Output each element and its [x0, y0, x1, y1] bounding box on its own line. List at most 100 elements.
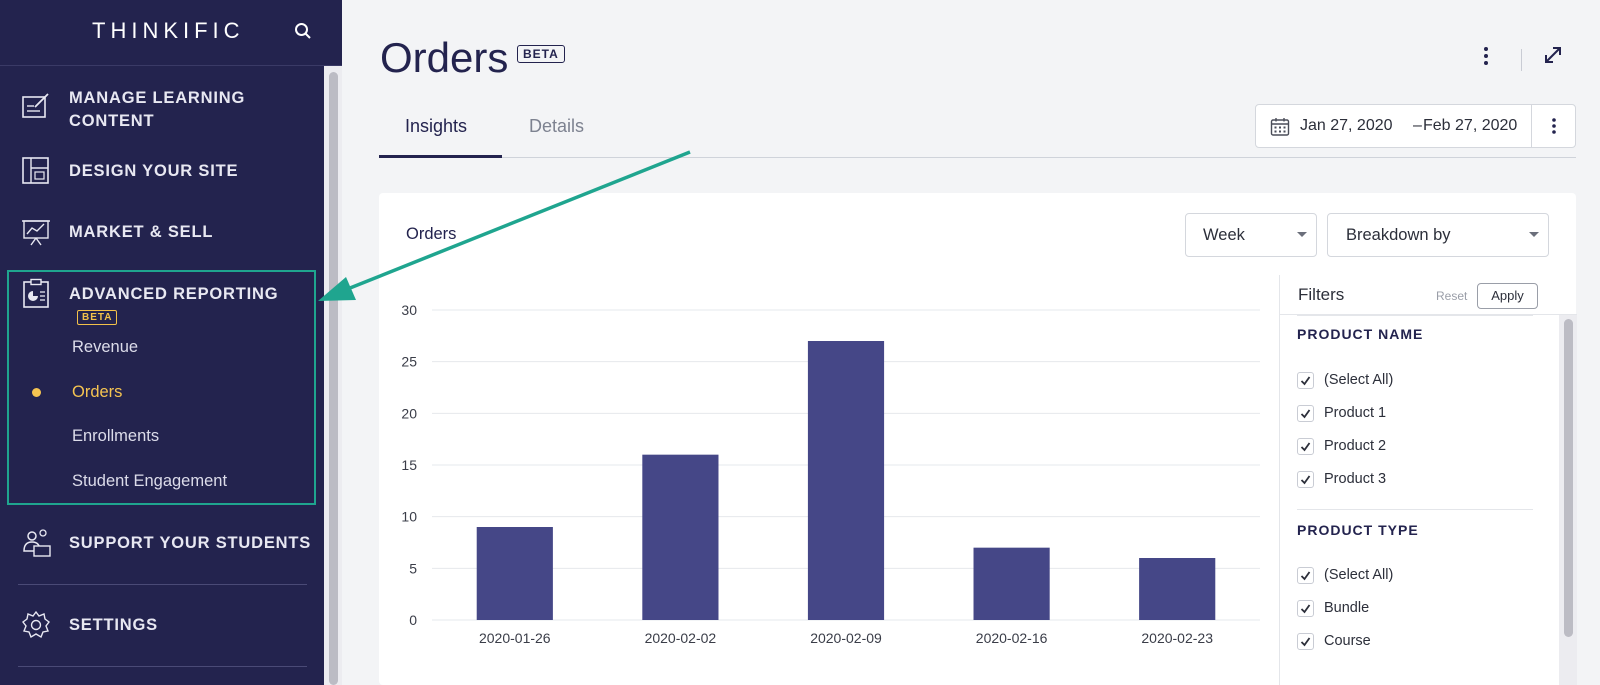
filters-scrollbar-thumb[interactable] — [1564, 319, 1573, 637]
checkbox[interactable] — [1297, 438, 1314, 455]
filters-panel: Filters Reset Apply PRODUCT NAME (Select… — [1279, 275, 1577, 685]
sidebar-item-label: CONTENT — [69, 112, 155, 130]
sidebar-item-label: DESIGN YOUR SITE — [69, 162, 239, 180]
filters-scrollbar[interactable] — [1559, 315, 1577, 685]
report-clipboard-icon — [20, 278, 52, 310]
x-tick-label: 2020-02-16 — [976, 630, 1048, 646]
y-tick-label: 15 — [401, 457, 417, 473]
presentation-chart-icon — [20, 216, 52, 248]
x-tick-label: 2020-01-26 — [479, 630, 551, 646]
edit-content-icon — [20, 90, 52, 122]
more-vertical-icon[interactable] — [1476, 44, 1496, 68]
filter-option-label: Course — [1324, 633, 1371, 649]
check-icon — [1300, 571, 1311, 581]
breakdown-select[interactable]: Breakdown by — [1327, 213, 1549, 257]
check-icon — [1300, 442, 1311, 452]
filters-header: Filters Reset Apply — [1280, 275, 1577, 315]
tab-details[interactable]: Details — [529, 116, 585, 136]
orders-bar-chart: 0 5 10 15 20 25 30 2020-01-26 2020-02-02 2020-02-… — [401, 302, 1260, 646]
beta-badge: BETA — [77, 310, 118, 325]
search-icon[interactable] — [294, 22, 312, 44]
check-icon — [1300, 409, 1311, 419]
filter-group-divider — [1297, 509, 1533, 510]
chevron-down-icon — [1529, 232, 1539, 237]
sidebar-divider — [18, 666, 307, 667]
y-tick-label: 10 — [401, 509, 417, 525]
sidebar-scrollbar[interactable] — [324, 66, 342, 685]
expand-icon[interactable] — [1542, 44, 1564, 66]
page-title: Orders — [380, 34, 509, 81]
y-tick-label: 25 — [401, 354, 417, 370]
bar-2020-02-02[interactable] — [642, 454, 719, 620]
tab-insights[interactable]: Insights — [405, 116, 468, 136]
checkbox[interactable] — [1297, 471, 1314, 488]
x-tick-label: 2020-02-02 — [645, 630, 717, 646]
sidebar-item-label: SETTINGS — [69, 616, 158, 634]
check-icon — [1300, 475, 1311, 485]
sidebar-item-label: SUPPORT YOUR STUDENTS — [69, 534, 312, 552]
check-icon — [1300, 376, 1311, 386]
sidebar-item-manage-learning-content[interactable]: MANAGE LEARNING CONTENT — [0, 84, 324, 134]
sidebar-item-market-and-sell[interactable]: MARKET & SELL — [0, 216, 324, 248]
interval-select[interactable]: Week — [1185, 213, 1317, 257]
bar-2020-02-09[interactable] — [807, 341, 885, 620]
gear-icon — [20, 609, 52, 641]
checkbox[interactable] — [1297, 600, 1314, 617]
students-icon — [20, 527, 52, 559]
sidebar-item-label: MARKET & SELL — [69, 223, 214, 241]
tab-bar: Insights Details — [379, 108, 1576, 158]
brand-logo[interactable]: THINKIFIC — [92, 18, 245, 43]
annotation-highlight-box — [7, 270, 316, 505]
date-range-separator: – — [1413, 117, 1422, 134]
sidebar: THINKIFIC MANAGE LEARNING CONTENT DESIGN… — [0, 0, 342, 685]
check-icon — [1300, 604, 1311, 614]
layout-icon — [20, 155, 52, 187]
orders-chart-card: Orders Week Breakdown by 0 5 10 15 20 25 30 202… — [379, 193, 1577, 685]
reset-filters-button[interactable]: Reset — [1436, 289, 1468, 303]
active-indicator-dot — [32, 388, 41, 397]
sidebar-subitem-revenue[interactable]: Revenue — [72, 338, 139, 356]
checkbox[interactable] — [1297, 633, 1314, 650]
sidebar-item-label: MANAGE LEARNING — [69, 89, 246, 107]
filter-group-title-product-name: PRODUCT NAME — [1297, 326, 1424, 342]
y-tick-label: 5 — [409, 560, 417, 576]
calendar-icon — [1270, 117, 1290, 141]
card-title: Orders — [406, 225, 457, 243]
checkbox[interactable] — [1297, 567, 1314, 584]
date-range-menu-button[interactable] — [1531, 104, 1576, 148]
sidebar-subitem-student-engagement[interactable]: Student Engagement — [72, 472, 228, 490]
date-range-start: Jan 27, 2020 — [1300, 117, 1393, 134]
check-icon — [1300, 637, 1311, 647]
chevron-down-icon — [1297, 232, 1307, 237]
bar-2020-02-16[interactable] — [973, 547, 1050, 620]
x-tick-label: 2020-02-23 — [1141, 630, 1213, 646]
sidebar-divider — [18, 584, 307, 585]
advanced-reporting-label: ADVANCED REPORTING — [69, 285, 279, 303]
bar-2020-01-26[interactable] — [476, 527, 553, 620]
checkbox[interactable] — [1297, 405, 1314, 422]
header-separator — [1521, 49, 1522, 71]
title-beta-badge: BETA — [517, 45, 565, 63]
filter-option-label: (Select All) — [1324, 567, 1394, 583]
apply-filters-button[interactable]: Apply — [1477, 283, 1538, 309]
date-range-end: Feb 27, 2020 — [1423, 117, 1518, 134]
sidebar-item-support-your-students[interactable]: SUPPORT YOUR STUDENTS — [0, 527, 324, 559]
sidebar-subitem-enrollments[interactable]: Enrollments — [72, 427, 160, 445]
more-vertical-icon — [1552, 118, 1556, 134]
sidebar-item-settings[interactable]: SETTINGS — [0, 609, 324, 641]
filter-group-title-product-type: PRODUCT TYPE — [1297, 522, 1419, 538]
date-range-picker[interactable]: Jan 27, 2020 – Feb 27, 2020 — [1255, 104, 1532, 148]
sidebar-item-design-your-site[interactable]: DESIGN YOUR SITE — [0, 155, 324, 187]
breakdown-select-value: Breakdown by — [1346, 226, 1451, 244]
sidebar-scrollbar-thumb[interactable] — [329, 72, 338, 685]
filter-option-label: Product 3 — [1324, 471, 1387, 487]
y-tick-label: 0 — [409, 612, 417, 628]
x-tick-label: 2020-02-09 — [810, 630, 882, 646]
filter-option-label: (Select All) — [1324, 372, 1394, 388]
checkbox[interactable] — [1297, 372, 1314, 389]
sidebar-item-advanced-reporting[interactable]: ADVANCED REPORTING BETA — [0, 278, 324, 325]
sidebar-subitem-orders[interactable]: Orders — [72, 383, 123, 401]
bar-2020-02-23[interactable] — [1139, 558, 1216, 620]
filter-option-label: Product 1 — [1324, 405, 1387, 421]
active-tab-indicator — [379, 155, 502, 158]
